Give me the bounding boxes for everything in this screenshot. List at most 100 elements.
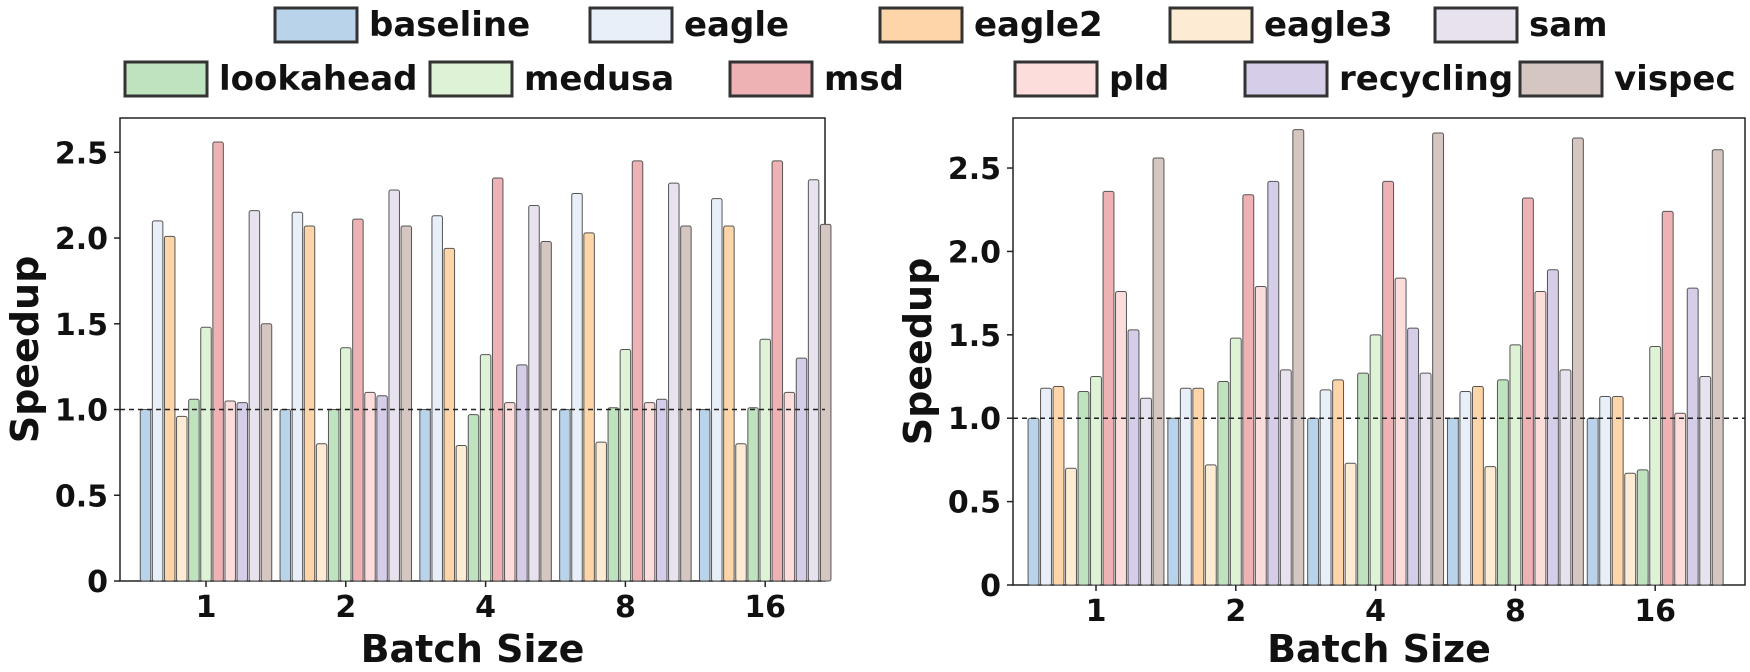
y-axis-title: Speedup xyxy=(896,258,940,446)
bar-eagle xyxy=(431,215,443,582)
bar-eagle xyxy=(1179,387,1192,586)
y-tick-label: 0 xyxy=(87,565,108,600)
bar-baseline xyxy=(1586,417,1599,586)
x-tick-label: 8 xyxy=(1505,594,1526,629)
bar-group-16 xyxy=(698,160,832,582)
bar-pld xyxy=(224,400,236,582)
bar-eagle xyxy=(291,211,304,582)
bar-recycling xyxy=(1407,327,1420,586)
bar-eagle3 xyxy=(595,441,607,582)
bar-msd xyxy=(1521,197,1534,586)
bar-baseline xyxy=(559,409,571,582)
bar-group-2 xyxy=(1167,129,1305,586)
bar-pld xyxy=(643,402,656,582)
legend-label-eagle: eagle xyxy=(684,5,789,45)
bar-baseline xyxy=(1446,417,1459,586)
bar-medusa xyxy=(340,347,352,582)
bar-group-1 xyxy=(139,141,273,582)
bar-recycling xyxy=(1267,180,1280,586)
bar-sam xyxy=(1559,369,1572,586)
bar-medusa xyxy=(1509,344,1522,586)
bar-vispec xyxy=(400,225,413,582)
bar-eagle2 xyxy=(443,247,456,582)
bar-recycling xyxy=(795,357,808,582)
bar-eagle2 xyxy=(1471,386,1484,586)
bar-vispec xyxy=(1711,149,1724,586)
bar-eagle2 xyxy=(1192,387,1205,586)
bar-medusa xyxy=(1229,337,1242,586)
bar-lookahead xyxy=(1496,379,1509,586)
bar-pld xyxy=(1254,285,1267,586)
bar-medusa xyxy=(759,338,771,582)
bar-recycling xyxy=(1686,287,1699,586)
bar-msd xyxy=(212,141,224,582)
y-tick-label: 2.0 xyxy=(948,235,1001,270)
bar-pld xyxy=(783,391,796,582)
legend-swatch-lookahead xyxy=(123,60,209,98)
bar-vispec xyxy=(260,323,273,582)
bar-eagle2 xyxy=(1611,396,1624,586)
bar-msd xyxy=(352,218,364,582)
bar-group-1 xyxy=(1027,157,1165,586)
legend-swatch-vispec xyxy=(1518,60,1604,98)
bar-baseline xyxy=(698,409,711,582)
bar-msd xyxy=(631,160,644,582)
bar-msd xyxy=(1382,180,1395,586)
y-tick-label: 2.0 xyxy=(55,222,108,257)
bar-vispec xyxy=(819,223,832,582)
bar-eagle3 xyxy=(315,443,328,582)
y-tick-label: 0.5 xyxy=(948,486,1001,521)
bar-group-16 xyxy=(1586,149,1724,586)
legend-label-baseline: baseline xyxy=(369,5,530,45)
legend-label-msd: msd xyxy=(824,59,904,99)
bar-recycling xyxy=(236,402,249,582)
bar-sam xyxy=(1279,369,1292,586)
legend-swatch-pld xyxy=(1013,60,1099,98)
x-axis-title: Batch Size xyxy=(1267,627,1491,671)
bar-eagle2 xyxy=(303,225,316,582)
bar-recycling xyxy=(1546,269,1559,586)
bar-lookahead xyxy=(747,407,759,582)
bar-recycling xyxy=(516,364,528,582)
bar-group-4 xyxy=(419,177,552,582)
x-axis-title: Batch Size xyxy=(361,627,585,671)
bar-eagle xyxy=(1599,396,1612,586)
bar-lookahead xyxy=(467,414,480,582)
legend-item-lookahead: lookahead xyxy=(123,59,417,99)
bar-eagle3 xyxy=(1624,472,1637,586)
chart-panel-2: 0 0.5 1.0 1.5 2.0 2.5 1 2 4 8 16 Batch Size Speedup xyxy=(896,117,1746,671)
bar-medusa xyxy=(1090,376,1102,586)
legend-item-eagle3: eagle3 xyxy=(1168,5,1393,45)
bar-sam xyxy=(1140,397,1152,586)
x-tick-label: 1 xyxy=(196,590,217,625)
x-tick-label: 1 xyxy=(1086,594,1107,629)
bar-eagle xyxy=(711,198,723,582)
bar-group-8 xyxy=(1446,137,1584,586)
legend-label-sam: sam xyxy=(1529,5,1608,45)
bar-vispec xyxy=(1432,132,1445,586)
legend-label-vispec: vispec xyxy=(1614,59,1736,99)
bar-eagle3 xyxy=(1065,467,1077,586)
bar-sam xyxy=(528,204,540,582)
bar-eagle2 xyxy=(723,225,735,582)
legend-swatch-sam xyxy=(1433,6,1519,44)
legend-item-pld: pld xyxy=(1013,59,1169,99)
bar-eagle3 xyxy=(1204,464,1217,586)
bar-eagle3 xyxy=(1484,466,1497,586)
legend-item-vispec: vispec xyxy=(1518,59,1736,99)
y-tick-label: 1.5 xyxy=(55,308,108,343)
legend-item-msd: msd xyxy=(728,59,904,99)
bar-pld xyxy=(364,391,376,582)
x-tick-label: 4 xyxy=(1365,594,1386,629)
bar-medusa xyxy=(1369,334,1382,586)
legend-label-recycling: recycling xyxy=(1339,59,1513,99)
x-tick-label: 2 xyxy=(1225,594,1246,629)
bar-lookahead xyxy=(1357,372,1370,586)
y-tick-label: 1.0 xyxy=(55,394,108,429)
bar-eagle2 xyxy=(163,235,176,582)
bar-eagle2 xyxy=(1052,386,1065,586)
legend-item-medusa: medusa xyxy=(428,59,674,99)
bar-vispec xyxy=(1292,129,1305,586)
legend-item-sam: sam xyxy=(1433,5,1608,45)
